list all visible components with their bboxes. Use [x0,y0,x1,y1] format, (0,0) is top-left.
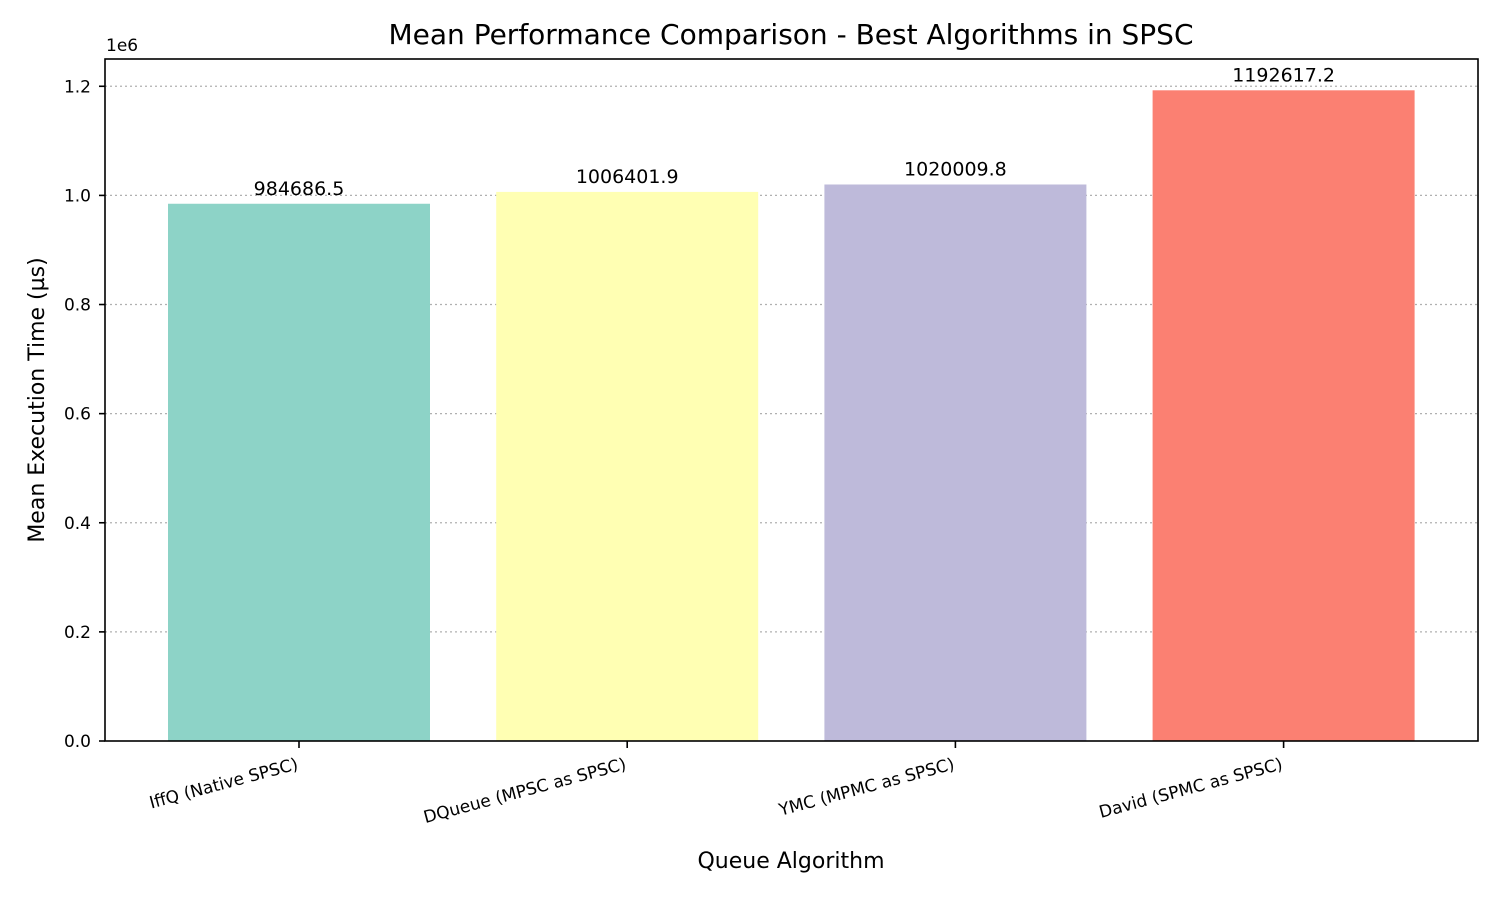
x-tick-label: DQueue (MPSC as SPSC) [421,755,628,828]
y-axis-offset-label: 1e6 [106,36,138,56]
bar-value-label: 1020009.8 [904,158,1007,180]
bar [168,203,430,741]
bar [1152,90,1415,742]
bar [824,184,1087,741]
gridlines [105,85,1478,633]
y-tick-label: 0.6 [64,405,91,425]
data-labels: 984686.5 1006401.9 1020009.8 1192617.2 [254,64,1335,199]
x-axis-label: Queue Algorithm [697,849,884,874]
y-tick-label: 0.4 [64,514,91,534]
y-tick-label: 0.2 [64,623,91,643]
bar [496,191,759,742]
y-tick-label: 1.2 [64,77,91,97]
chart-title: Mean Performance Comparison - Best Algor… [389,18,1194,51]
x-tick-label: YMC (MPMC as SPSC) [776,755,957,821]
x-tick-label: David (SPMC as SPSC) [1097,755,1285,823]
bar-value-label: 1192617.2 [1232,64,1335,86]
x-tick-label: IffQ (Native SPSC) [147,755,300,814]
y-tick-label: 0.8 [64,296,91,316]
bar-value-label: 984686.5 [254,178,345,200]
bar-value-label: 1006401.9 [576,166,679,188]
y-tick-label: 1.0 [64,186,91,206]
plot-frame [104,58,1479,742]
y-axis-label: Mean Execution Time (µs) [25,257,50,542]
y-tick-label: 0.0 [64,732,91,752]
bars [168,90,1415,742]
